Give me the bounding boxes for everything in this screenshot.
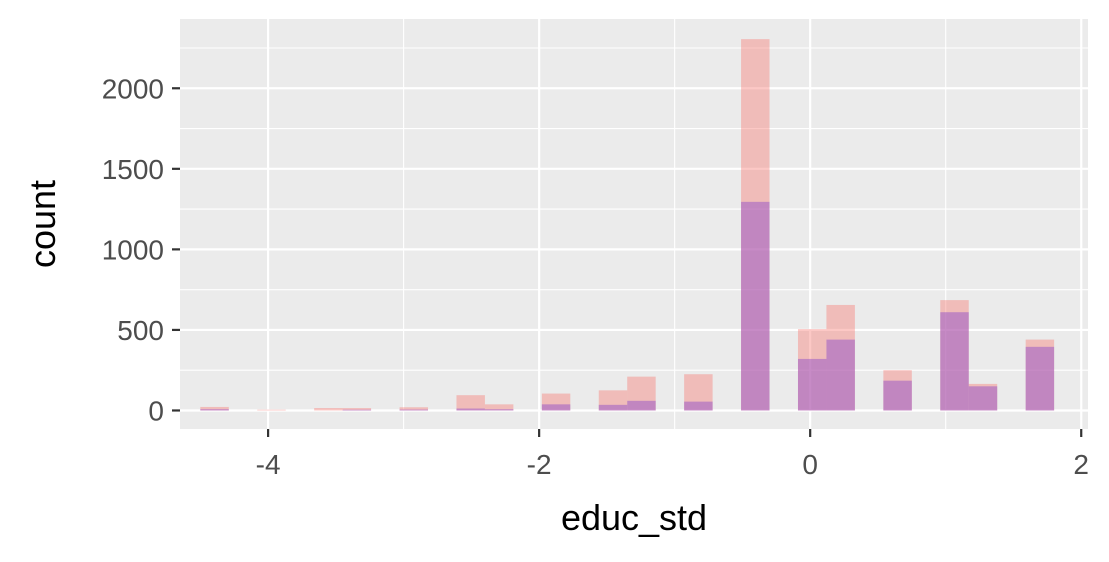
histogram-bar-series-1	[484, 404, 514, 411]
histogram-bar-series-1	[200, 406, 229, 411]
histogram-bar-series-2	[598, 404, 628, 411]
histogram-bar-series-2	[342, 409, 372, 411]
y-tick-label: 0	[148, 395, 164, 426]
histogram-bar-series-2	[684, 401, 713, 411]
histogram-bar-series-1	[456, 395, 485, 411]
histogram-bar-series-2	[399, 409, 429, 411]
y-tick-label: 500	[117, 315, 164, 346]
x-tick-label: -4	[256, 449, 281, 480]
x-tick-label: -2	[527, 449, 552, 480]
histogram-bar-series-1	[257, 409, 286, 411]
y-axis: 0 500 1000 1500 2000	[102, 73, 180, 426]
y-axis-title: count	[22, 180, 63, 268]
y-tick-label: 2000	[102, 73, 164, 104]
histogram-bar-series-2	[797, 358, 827, 411]
histogram-bar-series-2	[883, 380, 912, 411]
histogram-bar-series-2	[826, 339, 855, 411]
histogram-bar-series-1	[342, 408, 372, 411]
x-tick-label: 0	[802, 449, 818, 480]
histogram-bar-series-2	[741, 201, 770, 411]
histogram-bar-series-1	[399, 407, 429, 411]
x-axis-title: educ_std	[561, 497, 707, 538]
histogram-bar-series-2	[456, 408, 485, 411]
histogram-bar-series-2	[968, 386, 998, 411]
histogram-bar-series-2	[541, 404, 571, 411]
histogram-bar-series-2	[1025, 346, 1055, 411]
y-tick-label: 1500	[102, 154, 164, 185]
histogram-bar-series-1	[314, 408, 343, 411]
y-tick-label: 1000	[102, 234, 164, 265]
histogram-bar-series-2	[200, 409, 229, 411]
histogram-bar-series-2	[940, 312, 969, 411]
x-tick-label: 2	[1073, 449, 1089, 480]
histogram-bar-series-2	[627, 400, 656, 411]
histogram-bar-series-2	[484, 409, 514, 411]
histogram-bars	[200, 39, 1055, 411]
x-axis: -4 -2 0 2	[256, 429, 1089, 480]
